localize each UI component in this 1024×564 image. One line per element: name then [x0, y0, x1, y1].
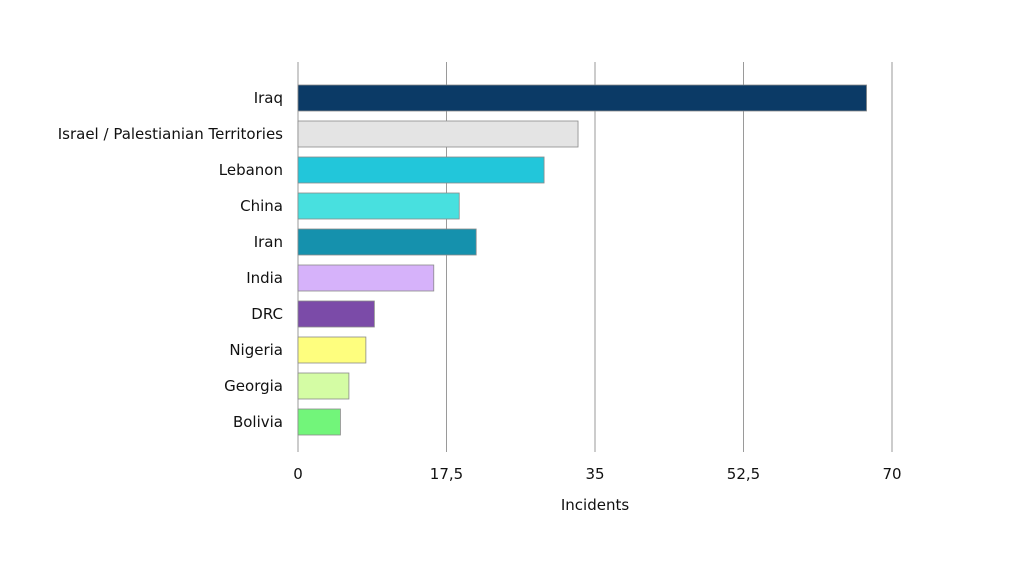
category-label: Lebanon — [219, 161, 283, 179]
bar — [297, 228, 477, 256]
category-label: Bolivia — [233, 413, 283, 431]
bar — [297, 264, 435, 292]
x-tick-label: 0 — [293, 465, 303, 483]
category-label: Israel / Palestianian Territories — [58, 125, 283, 143]
category-label: Nigeria — [229, 341, 283, 359]
bar — [297, 372, 350, 400]
category-label: DRC — [251, 305, 283, 323]
bar — [297, 192, 460, 220]
bar — [297, 300, 375, 328]
category-labels: Iraq Israel / Palestianian Territories Leb… — [58, 89, 283, 431]
bar — [297, 336, 367, 364]
category-label: Georgia — [224, 377, 283, 395]
x-tick-label: 52,5 — [727, 465, 760, 483]
x-tick-label: 35 — [585, 465, 604, 483]
bar — [297, 84, 867, 112]
bar — [297, 120, 579, 148]
x-tick-label: 17,5 — [430, 465, 463, 483]
category-label: Iraq — [254, 89, 283, 107]
bar — [297, 156, 545, 184]
bar — [297, 408, 341, 436]
category-label: Iran — [254, 233, 283, 251]
category-label: India — [246, 269, 283, 287]
category-label: China — [240, 197, 283, 215]
bars — [297, 84, 867, 436]
x-axis-title: Incidents — [561, 496, 629, 514]
gridlines — [297, 62, 893, 452]
x-tick-labels: 0 17,5 35 52,5 70 — [293, 465, 901, 483]
x-tick-label: 70 — [882, 465, 901, 483]
